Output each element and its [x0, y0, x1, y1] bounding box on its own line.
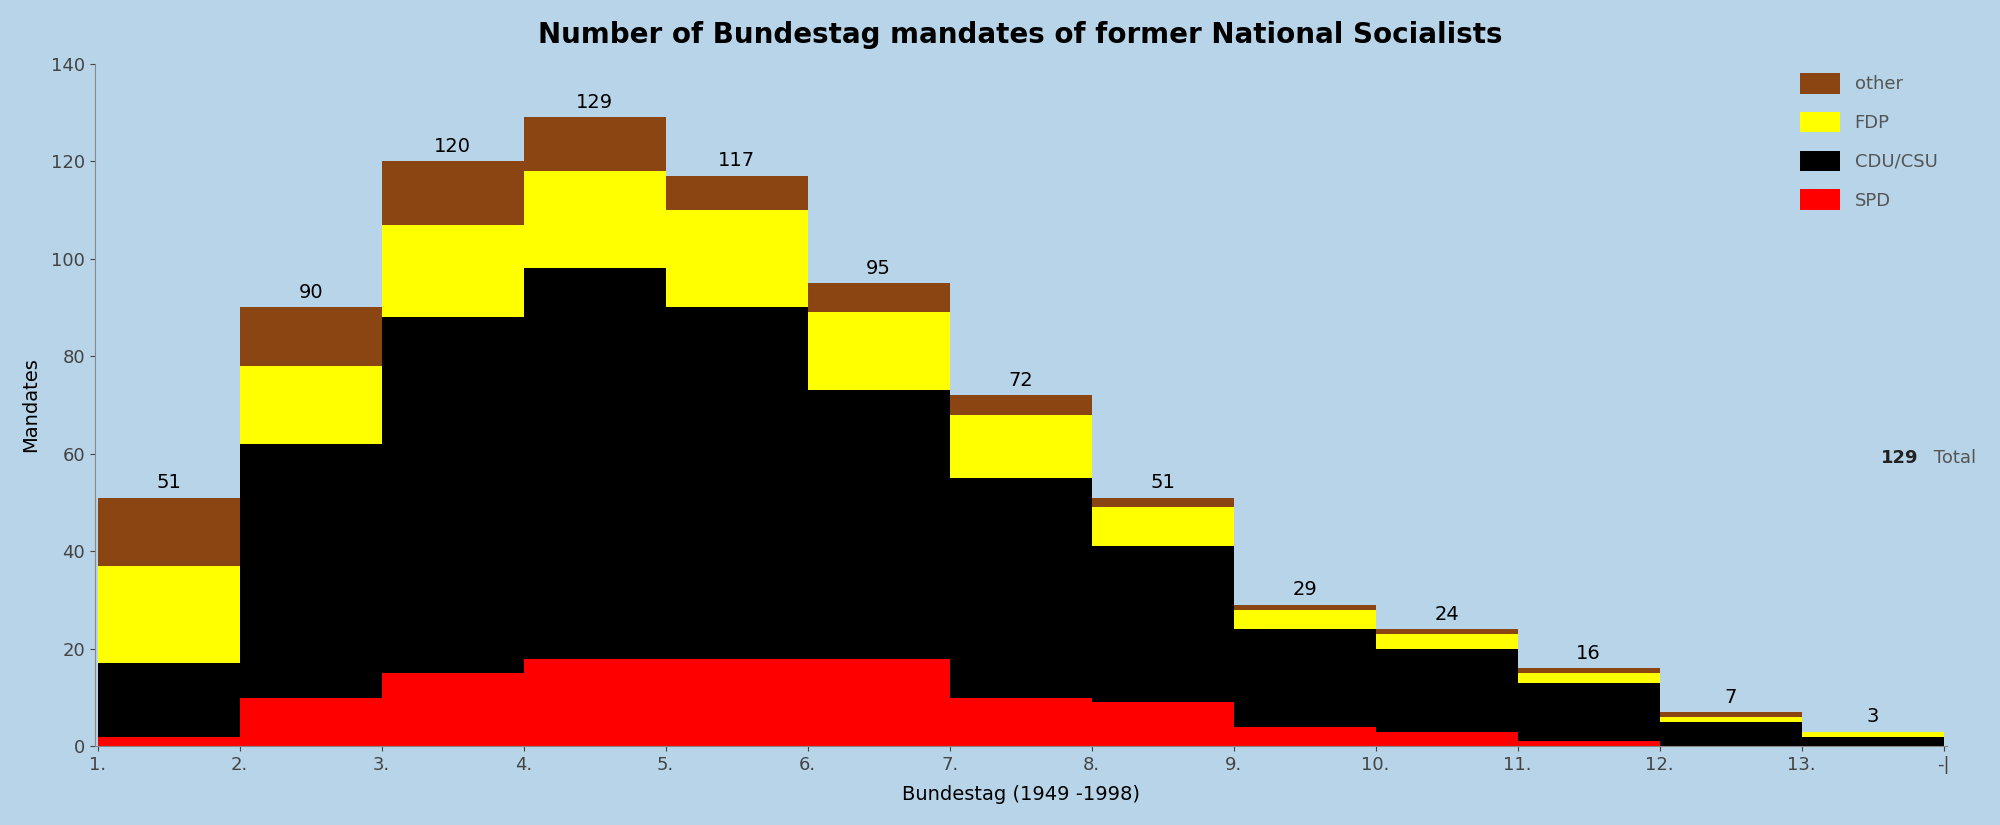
Bar: [950, 698, 1092, 747]
Bar: [382, 318, 524, 673]
Bar: [666, 308, 808, 658]
Bar: [950, 415, 1092, 478]
Bar: [666, 210, 808, 308]
Bar: [1234, 605, 1376, 610]
Bar: [1802, 737, 1944, 747]
Text: 3: 3: [1866, 707, 1878, 726]
Bar: [240, 444, 382, 698]
Bar: [1092, 497, 1234, 507]
Text: 7: 7: [1724, 688, 1736, 707]
Bar: [1092, 546, 1234, 702]
Bar: [1660, 717, 1802, 722]
Text: 129: 129: [1882, 450, 1918, 468]
Text: 120: 120: [434, 137, 472, 156]
X-axis label: Bundestag (1949 -1998): Bundestag (1949 -1998): [902, 785, 1140, 804]
Text: 51: 51: [156, 473, 182, 492]
Bar: [382, 161, 524, 224]
Bar: [1092, 507, 1234, 546]
Bar: [524, 171, 666, 268]
Text: 72: 72: [1008, 370, 1034, 389]
Bar: [1234, 629, 1376, 727]
Bar: [1518, 683, 1660, 742]
Bar: [98, 497, 240, 566]
Bar: [808, 658, 950, 747]
Bar: [1518, 673, 1660, 683]
Bar: [1376, 629, 1518, 634]
Bar: [1660, 712, 1802, 717]
Text: 29: 29: [1292, 580, 1318, 600]
Bar: [524, 658, 666, 747]
Bar: [1518, 742, 1660, 747]
Bar: [1234, 610, 1376, 629]
Bar: [240, 366, 382, 444]
Bar: [98, 663, 240, 737]
Bar: [1092, 702, 1234, 747]
Legend: other, FDP, CDU/CSU, SPD: other, FDP, CDU/CSU, SPD: [1800, 73, 1938, 210]
Text: 95: 95: [866, 258, 892, 277]
Bar: [524, 117, 666, 171]
Bar: [1234, 727, 1376, 747]
Bar: [240, 698, 382, 747]
Bar: [382, 224, 524, 318]
Bar: [1802, 732, 1944, 737]
Bar: [382, 673, 524, 747]
Text: 24: 24: [1434, 605, 1460, 624]
Bar: [98, 566, 240, 663]
Text: 16: 16: [1576, 644, 1602, 662]
Text: 90: 90: [298, 283, 322, 302]
Bar: [98, 737, 240, 747]
Bar: [1376, 648, 1518, 732]
Title: Number of Bundestag mandates of former National Socialists: Number of Bundestag mandates of former N…: [538, 21, 1502, 49]
Bar: [240, 308, 382, 366]
Text: 117: 117: [718, 151, 756, 170]
Bar: [1376, 732, 1518, 747]
Bar: [808, 313, 950, 390]
Bar: [808, 283, 950, 313]
Bar: [524, 268, 666, 658]
Text: 51: 51: [1150, 473, 1176, 492]
Bar: [950, 395, 1092, 415]
Y-axis label: Mandates: Mandates: [20, 357, 40, 452]
Bar: [1518, 668, 1660, 673]
Text: Total: Total: [1928, 450, 1976, 468]
Text: 129: 129: [576, 92, 614, 111]
Bar: [666, 658, 808, 747]
Bar: [808, 390, 950, 658]
Bar: [950, 478, 1092, 698]
Bar: [1376, 634, 1518, 648]
Bar: [1660, 722, 1802, 747]
Bar: [666, 176, 808, 210]
